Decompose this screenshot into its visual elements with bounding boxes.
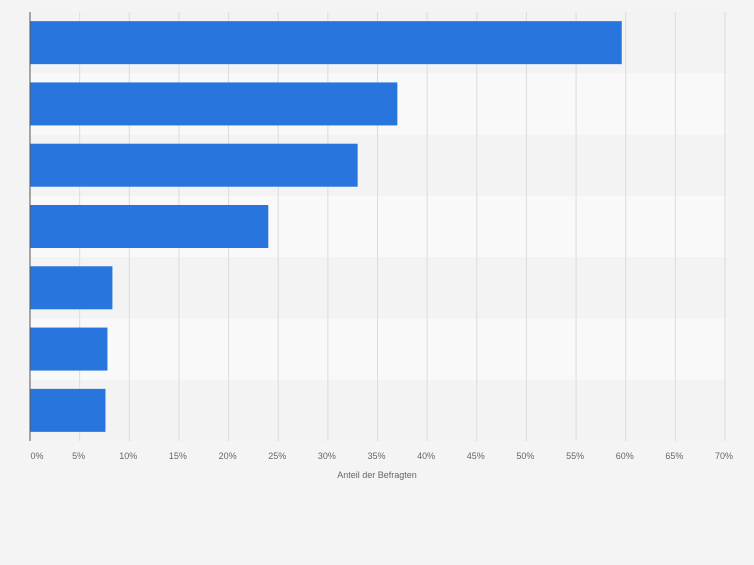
- row-band: [30, 257, 727, 319]
- x-tick-label: 25%: [268, 451, 286, 461]
- x-tick-label: 0%: [30, 451, 43, 461]
- x-axis-title: Anteil der Befragten: [337, 470, 417, 480]
- row-band: [30, 318, 727, 380]
- x-tick-label: 55%: [566, 451, 584, 461]
- x-tick-label: 30%: [318, 451, 336, 461]
- row-band: [30, 379, 727, 441]
- x-tick-label: 20%: [219, 451, 237, 461]
- x-tick-label: 5%: [72, 451, 85, 461]
- x-tick-label: 45%: [467, 451, 485, 461]
- x-tick-labels: 0% 5% 10% 15% 20% 25% 30% 35% 40% 45% 50% 55% 60% 65%…: [30, 451, 733, 461]
- x-tick-label: 40%: [417, 451, 435, 461]
- bars: [30, 21, 622, 432]
- bar[interactable]: [30, 143, 358, 187]
- x-tick-label: 65%: [665, 451, 683, 461]
- bar[interactable]: [30, 82, 398, 126]
- x-tick-label: 10%: [119, 451, 137, 461]
- bar[interactable]: [30, 327, 108, 371]
- x-tick-label: 15%: [169, 451, 187, 461]
- bar[interactable]: [30, 205, 269, 248]
- bar[interactable]: [30, 388, 106, 432]
- x-tick-label: 50%: [516, 451, 534, 461]
- x-tick-label: 60%: [616, 451, 634, 461]
- x-tick-label: 70%: [715, 451, 733, 461]
- bar[interactable]: [30, 21, 622, 65]
- bar[interactable]: [30, 266, 113, 310]
- x-tick-label: 35%: [367, 451, 385, 461]
